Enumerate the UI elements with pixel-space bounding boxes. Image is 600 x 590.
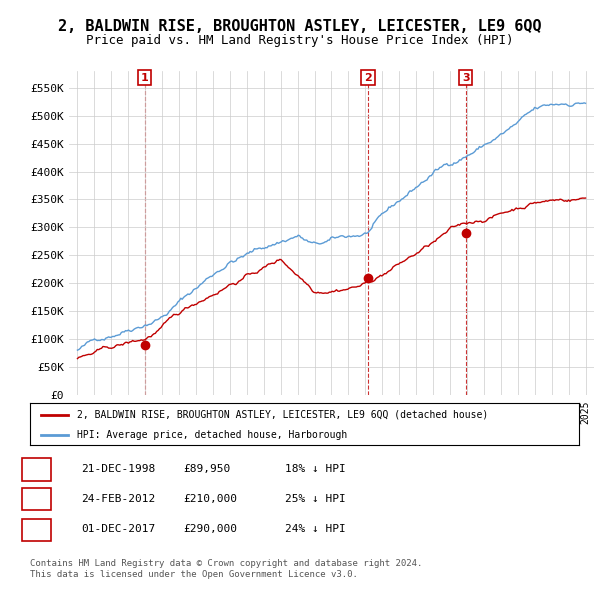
Text: £89,950: £89,950	[183, 464, 230, 474]
Text: 2: 2	[33, 494, 40, 503]
Text: 01-DEC-2017: 01-DEC-2017	[81, 525, 155, 534]
Text: 2: 2	[364, 73, 372, 83]
Text: Contains HM Land Registry data © Crown copyright and database right 2024.
This d: Contains HM Land Registry data © Crown c…	[30, 559, 422, 579]
Text: 3: 3	[462, 73, 469, 83]
Text: Price paid vs. HM Land Registry's House Price Index (HPI): Price paid vs. HM Land Registry's House …	[86, 34, 514, 47]
Text: 24-FEB-2012: 24-FEB-2012	[81, 494, 155, 503]
Text: 1: 1	[33, 464, 40, 474]
Text: 3: 3	[33, 525, 40, 534]
Text: £210,000: £210,000	[183, 494, 237, 503]
Text: 24% ↓ HPI: 24% ↓ HPI	[285, 525, 346, 534]
Text: 2, BALDWIN RISE, BROUGHTON ASTLEY, LEICESTER, LE9 6QQ (detached house): 2, BALDWIN RISE, BROUGHTON ASTLEY, LEICE…	[77, 410, 488, 420]
Text: £290,000: £290,000	[183, 525, 237, 534]
Text: 18% ↓ HPI: 18% ↓ HPI	[285, 464, 346, 474]
Text: HPI: Average price, detached house, Harborough: HPI: Average price, detached house, Harb…	[77, 430, 347, 440]
Text: 2, BALDWIN RISE, BROUGHTON ASTLEY, LEICESTER, LE9 6QQ: 2, BALDWIN RISE, BROUGHTON ASTLEY, LEICE…	[58, 19, 542, 34]
Text: 1: 1	[141, 73, 149, 83]
Text: 25% ↓ HPI: 25% ↓ HPI	[285, 494, 346, 503]
Text: 21-DEC-1998: 21-DEC-1998	[81, 464, 155, 474]
